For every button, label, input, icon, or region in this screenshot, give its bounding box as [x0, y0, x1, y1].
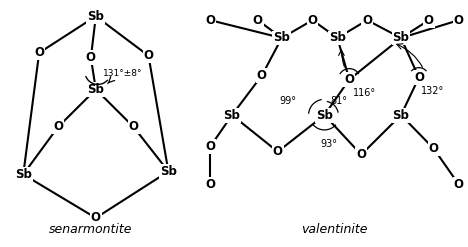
- Text: 99°: 99°: [279, 96, 297, 106]
- Text: O: O: [86, 51, 96, 64]
- Text: O: O: [414, 71, 424, 84]
- Text: 131°±8°: 131°±8°: [103, 69, 142, 78]
- Text: O: O: [253, 14, 263, 27]
- Text: 93°: 93°: [320, 139, 337, 149]
- Text: O: O: [91, 211, 101, 225]
- Text: O: O: [53, 121, 63, 133]
- Text: Sb: Sb: [88, 83, 104, 96]
- Text: 116°: 116°: [353, 88, 376, 98]
- Text: O: O: [273, 145, 283, 158]
- Text: O: O: [34, 46, 44, 59]
- Text: Sb: Sb: [316, 109, 333, 122]
- Text: O: O: [453, 14, 464, 27]
- Text: O: O: [307, 14, 317, 27]
- Text: Sb: Sb: [15, 168, 32, 181]
- Text: Sb: Sb: [329, 31, 346, 44]
- Text: Sb: Sb: [393, 109, 410, 122]
- Text: senarmontite: senarmontite: [49, 223, 132, 236]
- Text: O: O: [144, 49, 154, 62]
- Text: O: O: [257, 69, 267, 82]
- Text: O: O: [205, 140, 215, 153]
- Text: O: O: [453, 178, 464, 191]
- Text: O: O: [129, 121, 139, 133]
- Text: Sb: Sb: [224, 109, 241, 122]
- Text: valentinite: valentinite: [301, 223, 368, 236]
- Text: Sb: Sb: [273, 31, 290, 44]
- Text: Sb: Sb: [160, 165, 177, 178]
- Text: O: O: [429, 142, 439, 155]
- Text: O: O: [344, 73, 354, 86]
- Text: Sb: Sb: [88, 10, 104, 23]
- Text: O: O: [205, 178, 215, 191]
- Text: O: O: [205, 14, 215, 27]
- Text: Sb: Sb: [393, 31, 410, 44]
- Text: O: O: [356, 148, 366, 161]
- Text: 132°: 132°: [421, 86, 444, 96]
- Text: 81°: 81°: [330, 96, 347, 106]
- Text: O: O: [424, 14, 434, 27]
- Text: O: O: [362, 14, 372, 27]
